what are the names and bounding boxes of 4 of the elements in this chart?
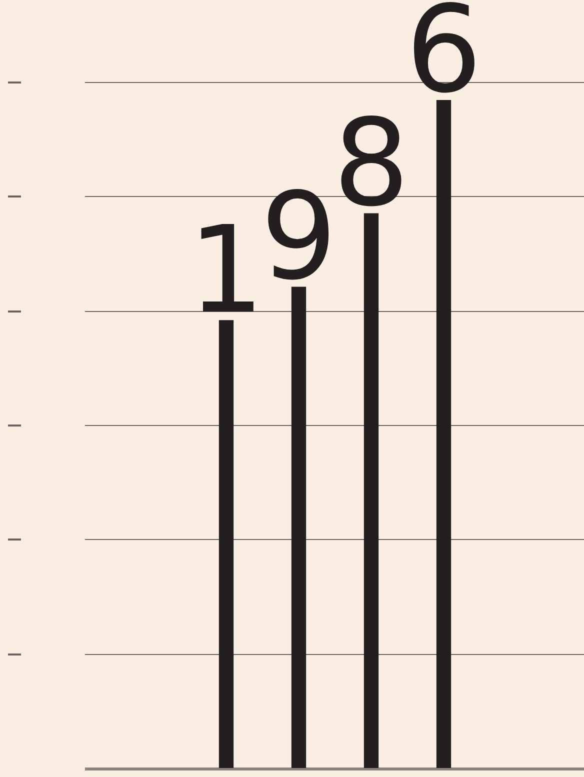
bar — [291, 286, 306, 768]
bar — [364, 213, 379, 768]
bar — [218, 320, 234, 768]
bar — [436, 100, 452, 768]
